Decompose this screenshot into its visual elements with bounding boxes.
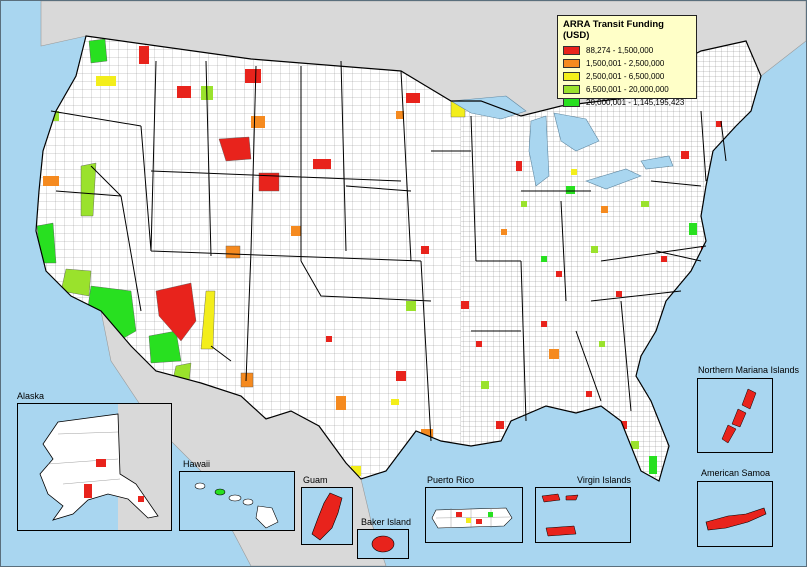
virgin-islands-label: Virgin Islands — [577, 475, 631, 485]
legend-title: ARRA Transit Funding (USD) — [563, 19, 664, 41]
guam-map — [311, 492, 343, 541]
legend-label: 1,500,001 - 2,500,000 — [586, 59, 665, 68]
alaska-map — [39, 404, 171, 530]
legend-row: 1,500,001 - 2,500,000 — [563, 57, 691, 70]
legend-label: 2,500,001 - 6,500,000 — [586, 72, 665, 81]
baker-island-inset — [357, 529, 409, 559]
legend-swatch — [563, 85, 580, 94]
guam-inset — [301, 487, 353, 545]
legend-swatch — [563, 46, 580, 55]
virgin-islands-map — [541, 493, 579, 537]
legend-row: 2,500,001 - 6,500,000 — [563, 70, 691, 83]
puerto-rico-label: Puerto Rico — [427, 475, 475, 485]
puerto-rico-map — [431, 507, 513, 529]
american-samoa-map — [705, 507, 767, 531]
legend-label: 6,500,001 - 20,000,000 — [586, 85, 669, 94]
american-samoa-label: American Samoa — [701, 468, 771, 478]
northern-mariana-islands-map — [721, 388, 757, 444]
legend-row: 6,500,001 - 20,000,000 — [563, 83, 691, 96]
northern-mariana-islands-inset — [697, 378, 773, 453]
legend-row: 20,000,001 - 1,145,195,423 — [563, 96, 691, 109]
hawaii-label: Hawaii — [183, 459, 211, 469]
legend-label: 88,274 - 1,500,000 — [586, 46, 654, 55]
puerto-rico-inset — [425, 487, 523, 543]
baker-island-map — [371, 535, 395, 553]
hawaii-inset — [179, 471, 295, 531]
legend-label: 20,000,001 - 1,145,195,423 — [586, 98, 685, 107]
alaska-label: Alaska — [17, 391, 45, 401]
northern-mariana-islands-label: Northern Mariana Islands — [698, 365, 800, 375]
state-borders — [35, 35, 762, 482]
great-lakes — [450, 95, 674, 190]
legend-swatch — [563, 72, 580, 81]
legend-row: 88,274 - 1,500,000 — [563, 44, 691, 57]
alaska-inset — [17, 403, 172, 531]
legend-swatch — [563, 98, 580, 107]
guam-label: Guam — [303, 475, 328, 485]
baker-island-label: Baker Island — [361, 517, 412, 527]
virgin-islands-inset — [535, 487, 631, 543]
hawaii-map — [194, 482, 279, 529]
american-samoa-inset — [697, 481, 773, 547]
map-legend: ARRA Transit Funding (USD) 88,274 - 1,50… — [557, 15, 697, 107]
legend-swatch — [563, 59, 580, 68]
